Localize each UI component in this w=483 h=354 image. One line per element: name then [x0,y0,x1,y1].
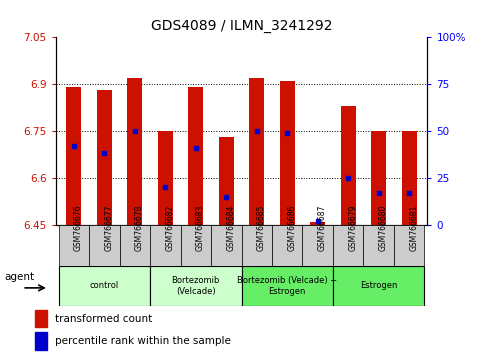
Bar [120,225,150,266]
Bar [272,225,302,266]
Text: GSM766682: GSM766682 [165,205,174,251]
Bar [150,225,181,266]
Bar [401,131,417,225]
Bar [89,225,120,266]
Text: GSM766680: GSM766680 [379,205,388,251]
Bar [58,225,89,266]
Bar [150,266,242,306]
Bar [363,225,394,266]
Text: percentile rank within the sample: percentile rank within the sample [55,336,231,347]
Bar [310,222,326,225]
Bar [333,225,363,266]
Text: Estrogen: Estrogen [360,281,398,290]
Bar [242,266,333,306]
Text: transformed count: transformed count [55,314,153,324]
Text: GSM766678: GSM766678 [135,205,144,251]
Bar [302,225,333,266]
Bar [66,87,82,225]
Text: agent: agent [4,272,35,282]
Bar [242,225,272,266]
Text: Bortezomib (Velcade) +
Estrogen: Bortezomib (Velcade) + Estrogen [237,276,337,296]
Bar [219,137,234,225]
Text: GSM766679: GSM766679 [348,205,357,251]
Bar [280,81,295,225]
Text: GSM766683: GSM766683 [196,205,205,251]
Text: control: control [90,281,119,290]
Bar [188,87,203,225]
Bar [127,78,142,225]
Text: GSM766687: GSM766687 [318,205,327,251]
Bar [249,78,264,225]
Bar [371,131,386,225]
Bar [58,266,150,306]
Bar [35,332,47,350]
Text: GSM766684: GSM766684 [226,205,235,251]
Bar [333,266,425,306]
Text: GSM766685: GSM766685 [257,205,266,251]
Text: GSM766681: GSM766681 [409,205,418,251]
Text: GSM766686: GSM766686 [287,205,296,251]
Bar [97,90,112,225]
Text: GSM766677: GSM766677 [104,205,114,251]
Bar [35,310,47,327]
Bar [394,225,425,266]
Bar [211,225,242,266]
Bar [157,131,173,225]
Title: GDS4089 / ILMN_3241292: GDS4089 / ILMN_3241292 [151,19,332,33]
Bar [181,225,211,266]
Bar [341,106,356,225]
Text: GSM766676: GSM766676 [74,205,83,251]
Text: Bortezomib
(Velcade): Bortezomib (Velcade) [171,276,220,296]
